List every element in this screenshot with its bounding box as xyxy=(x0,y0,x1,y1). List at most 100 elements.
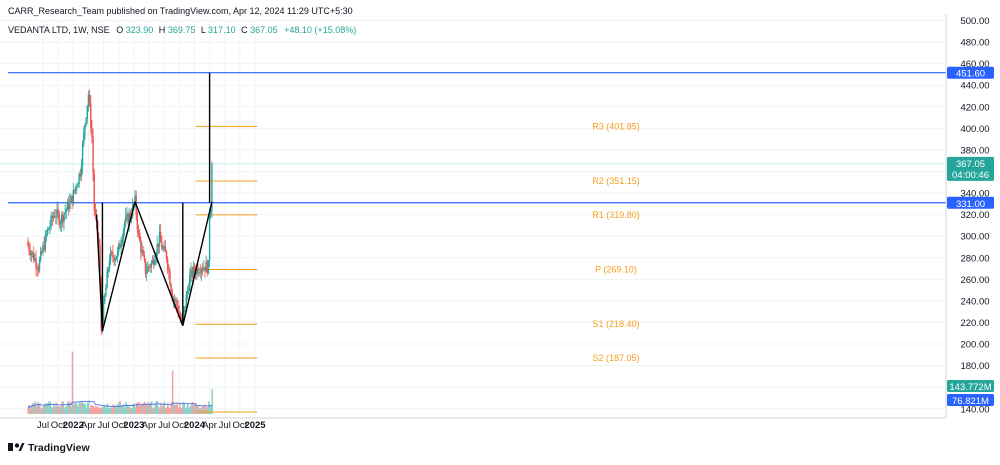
candle xyxy=(92,128,94,182)
x-tick-label: Jul xyxy=(158,420,170,431)
volume-bar xyxy=(204,404,207,414)
volume-bar xyxy=(177,408,180,414)
volume-bar xyxy=(86,402,89,414)
volume-bar xyxy=(190,405,193,414)
candle xyxy=(70,193,72,203)
volume-bar xyxy=(47,402,49,414)
volume-bar xyxy=(119,401,121,414)
candle xyxy=(37,264,40,276)
volume-bar xyxy=(93,407,96,414)
horizontal-levels[interactable] xyxy=(0,72,946,204)
candle xyxy=(190,262,192,283)
candle xyxy=(169,267,171,287)
volume-bar xyxy=(183,403,186,414)
candle xyxy=(111,249,113,257)
candle xyxy=(191,266,193,282)
candle xyxy=(84,123,86,141)
pivot-label: R2 (351.15) xyxy=(592,176,640,186)
candle xyxy=(164,239,167,253)
level-price-tag: 331.00 xyxy=(947,196,994,210)
volume-bar xyxy=(200,407,203,414)
candle xyxy=(115,255,118,261)
published-line: CARR_Research_Team published on TradingV… xyxy=(8,6,353,16)
volume-bar xyxy=(124,407,126,414)
candle xyxy=(183,306,185,319)
y-tick-label: 320.00 xyxy=(960,210,989,221)
level-price-tag-text: 331.00 xyxy=(956,199,985,210)
volume-bar xyxy=(153,408,155,414)
volume-bar xyxy=(145,403,147,414)
volume-bar xyxy=(97,406,99,414)
volume-bar xyxy=(46,404,48,414)
candle xyxy=(109,246,112,266)
volume-bar xyxy=(36,401,39,414)
volume-bar xyxy=(96,406,98,414)
candle xyxy=(145,262,148,282)
volume-bar xyxy=(197,406,200,414)
trend-line[interactable] xyxy=(182,201,213,326)
volume-bar xyxy=(160,402,162,414)
candle xyxy=(76,183,78,195)
candle xyxy=(36,263,38,278)
candle xyxy=(102,295,105,326)
pivot-label: P (269.10) xyxy=(595,265,637,275)
open-value: 323.90 xyxy=(126,25,154,35)
y-tick-label: 440.00 xyxy=(960,81,989,92)
candle xyxy=(27,237,29,248)
candle xyxy=(116,246,119,263)
volume-bar xyxy=(103,404,105,414)
candle xyxy=(140,236,142,261)
volume-bar xyxy=(141,404,144,414)
candle xyxy=(29,243,31,261)
trend-line[interactable] xyxy=(101,201,136,332)
volume-bar xyxy=(72,403,75,414)
trend-line[interactable] xyxy=(134,201,184,326)
candle xyxy=(65,207,68,220)
volume-bar xyxy=(132,403,134,414)
volume-bar xyxy=(111,408,113,414)
y-tick-label: 240.00 xyxy=(960,296,989,307)
x-tick-label: 2025 xyxy=(244,420,266,431)
volume-bar xyxy=(178,403,181,414)
x-tick-label: 2024 xyxy=(184,420,206,431)
candle xyxy=(142,245,144,257)
x-tick-label: Oct xyxy=(232,420,247,431)
volume-bar xyxy=(157,406,160,414)
tradingview-logo-icon xyxy=(8,443,25,451)
candle xyxy=(57,203,59,220)
volume-bar xyxy=(168,407,170,414)
volume-bar xyxy=(121,404,124,414)
volume-bar xyxy=(61,401,63,414)
volume-bar xyxy=(202,405,204,414)
x-tick-label: Jul xyxy=(37,420,49,431)
tradingview-logo[interactable]: TradingView xyxy=(8,442,90,454)
x-tick-label: 2022 xyxy=(63,420,84,431)
candle xyxy=(93,168,95,217)
candle xyxy=(207,259,210,275)
pivot-label: R3 (401.85) xyxy=(592,121,640,131)
volume-bar xyxy=(152,408,154,414)
volume-bar xyxy=(161,406,163,414)
candle xyxy=(201,263,204,276)
volume-bar xyxy=(77,406,80,414)
volume-bar xyxy=(85,408,88,414)
volume-bar xyxy=(75,402,77,414)
candle xyxy=(67,195,70,216)
candle xyxy=(161,235,163,251)
volume-bar xyxy=(188,407,190,414)
candle xyxy=(198,267,200,277)
candle xyxy=(69,193,71,213)
last-price-tag-text: 367.05 xyxy=(956,159,985,170)
volume-bar xyxy=(192,404,195,414)
candle xyxy=(105,284,107,297)
candle xyxy=(58,210,61,229)
candle xyxy=(137,224,140,239)
candle xyxy=(71,195,73,210)
candle xyxy=(49,219,51,235)
tradingview-logo-text: TradingView xyxy=(28,442,90,454)
pattern-lines[interactable] xyxy=(95,72,213,332)
trend-line[interactable] xyxy=(95,214,104,332)
volume-bar xyxy=(175,404,177,414)
